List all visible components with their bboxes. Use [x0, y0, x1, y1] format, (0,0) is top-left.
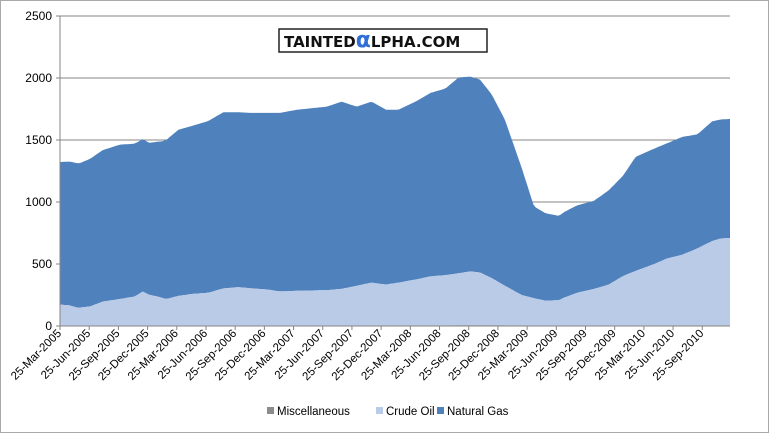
- legend-swatch: [376, 407, 383, 414]
- area-natural-gas: [60, 76, 730, 308]
- y-tick-label: 2000: [25, 71, 52, 85]
- legend-swatch: [437, 407, 444, 414]
- y-tick-label: 2500: [25, 9, 52, 23]
- y-tick-label: 1500: [25, 133, 52, 147]
- watermark: TAINTEDαLPHA.COM: [278, 28, 488, 53]
- y-tick-label: 500: [32, 257, 52, 271]
- y-tick-label: 1000: [25, 195, 52, 209]
- watermark-pre: TAINTED: [284, 33, 356, 51]
- x-tick-label: 25-Mar-2005: [9, 328, 64, 383]
- y-axis-ticks: 0 500 1000 1500 2000 2500: [25, 9, 60, 333]
- legend: Miscellaneous Crude Oil Natural Gas: [267, 406, 509, 418]
- legend-label: Natural Gas: [447, 406, 509, 418]
- legend-label: Crude Oil: [386, 406, 435, 418]
- y-tick-label: 0: [45, 319, 52, 333]
- legend-swatch: [267, 407, 274, 414]
- watermark-alpha: α: [356, 28, 371, 53]
- x-axis-ticks: 25-Mar-200525-Jun-200525-Sep-200525-Dec-…: [9, 326, 706, 383]
- watermark-post: LPHA.COM: [371, 33, 460, 51]
- legend-label: Miscellaneous: [277, 406, 350, 418]
- watermark-text: TAINTEDαLPHA.COM: [284, 28, 460, 53]
- watermark-box: [278, 28, 488, 53]
- area-crude-oil: [60, 238, 730, 326]
